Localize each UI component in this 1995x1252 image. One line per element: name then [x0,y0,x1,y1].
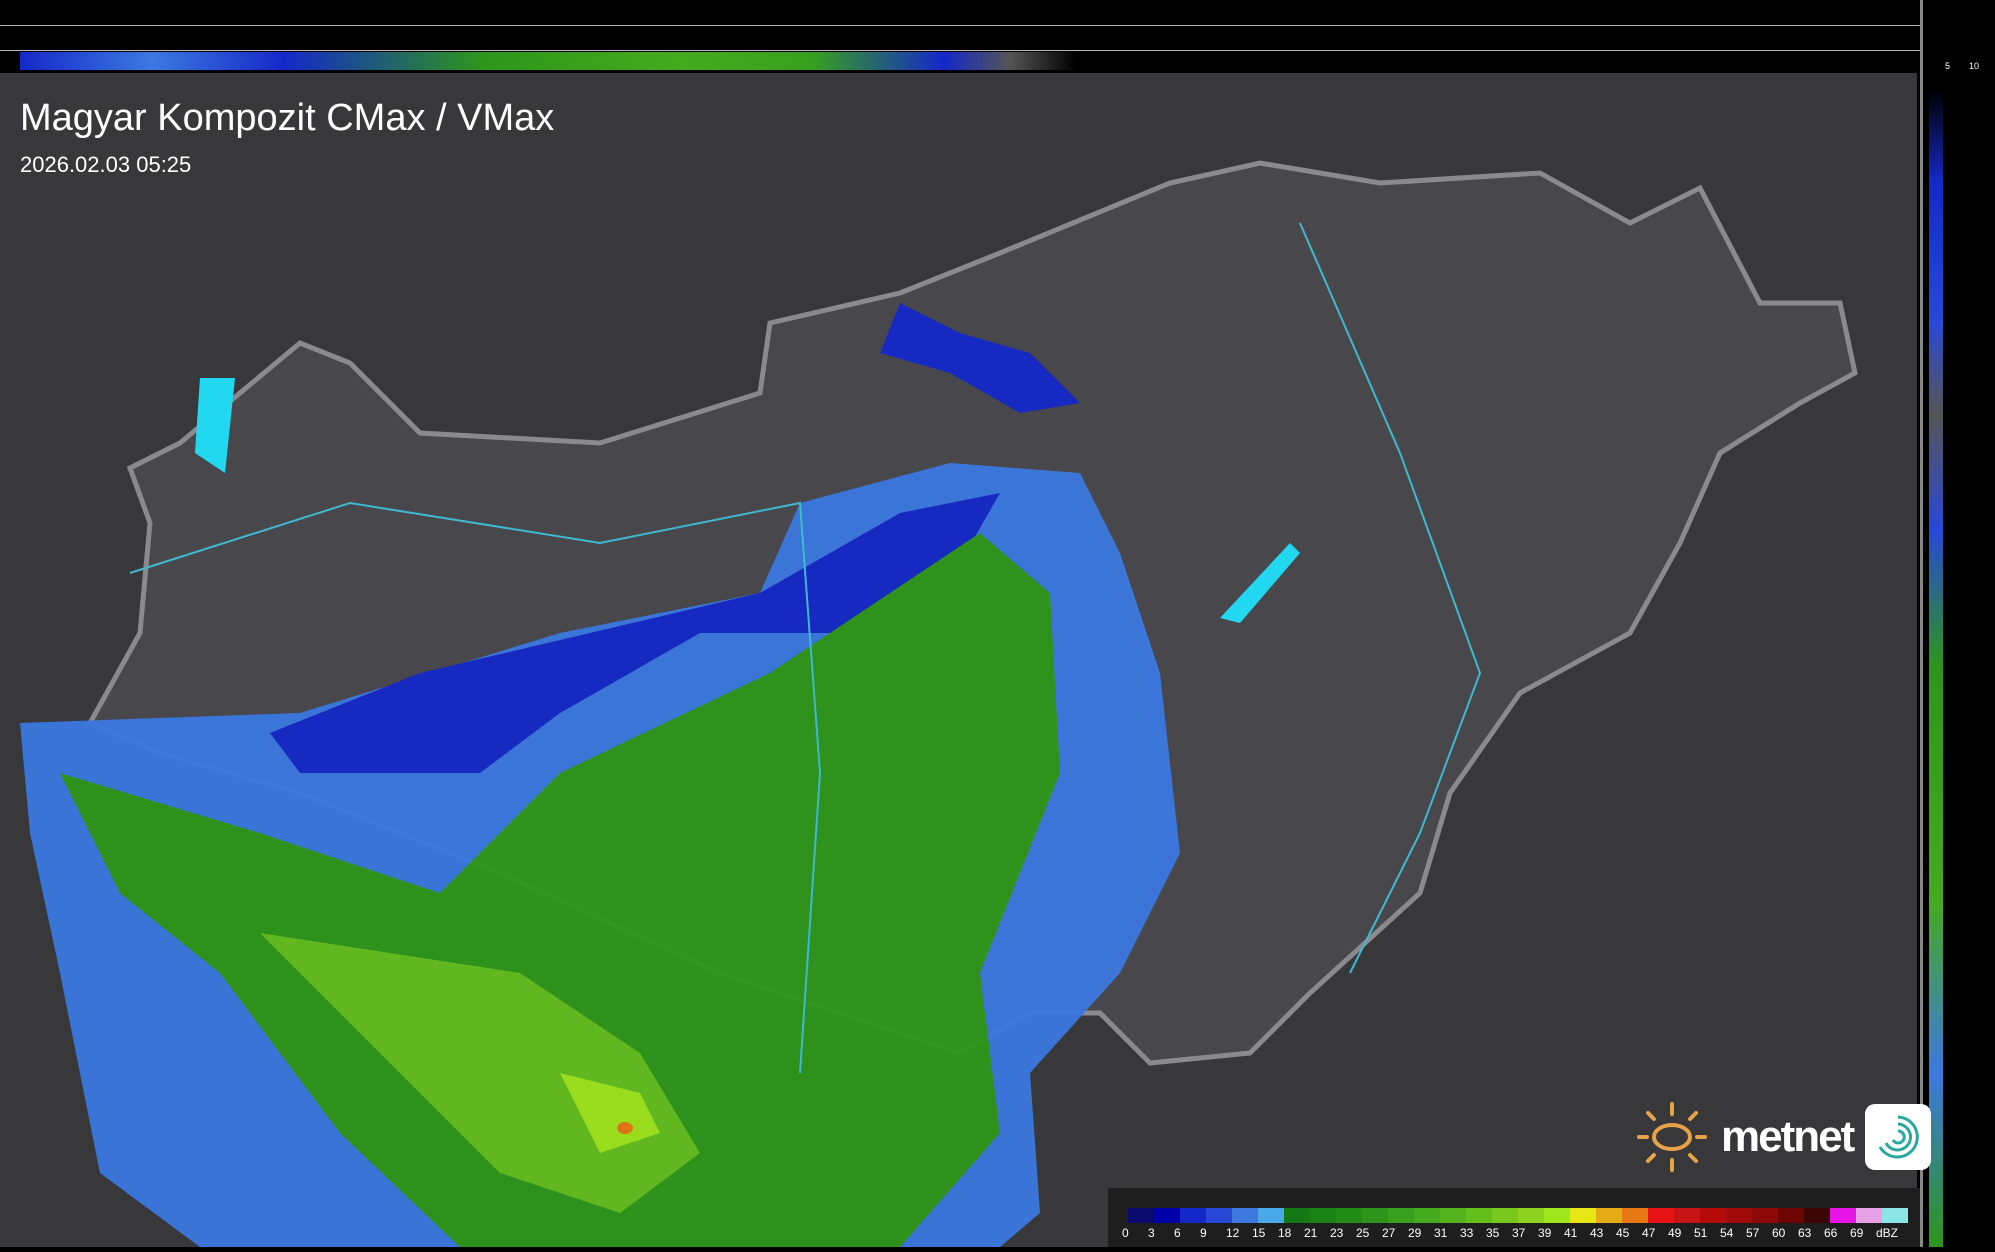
map-title: Magyar Kompozit CMax / VMax [20,97,555,139]
legend-swatch [1752,1208,1778,1223]
legend-label: 29 [1408,1226,1422,1240]
legend-label: 23 [1330,1226,1344,1240]
legend-label: 9 [1200,1226,1207,1240]
legend-swatch [1284,1208,1310,1223]
right-profile-data [1929,90,1943,1247]
precip-dark-blue [270,493,1000,773]
legend-swatch [1336,1208,1362,1223]
legend-swatch [1180,1208,1206,1223]
sun-icon [1637,1102,1707,1172]
legend-swatch [1570,1208,1596,1223]
legend-swatch [1674,1208,1700,1223]
map-svg [0,73,1917,1247]
legend-swatch [1414,1208,1440,1223]
legend-swatch [1440,1208,1466,1223]
legend-swatch [1856,1208,1882,1223]
precip-core [617,1122,633,1134]
tick-label: 5 [1945,61,1951,71]
legend-labels: 0 3 6 9 12 15 18 21 23 25 27 29 31 33 35 37 39 41 43 45 47 49… [1122,1226,1902,1240]
lake-neusiedl [195,378,235,473]
legend-swatch [1128,1208,1154,1223]
legend-label: 6 [1174,1226,1181,1240]
legend-color-bar [1128,1208,1908,1223]
legend-swatch [1518,1208,1544,1223]
legend-label: 3 [1148,1226,1155,1240]
legend-label: 0 [1122,1226,1129,1240]
rivers [129,222,1482,1074]
legend-label: 31 [1434,1226,1448,1240]
brand-name: metnet [1721,1112,1855,1161]
legend-label: 12 [1226,1226,1240,1240]
legend-swatch [1362,1208,1388,1223]
legend-label: 33 [1460,1226,1474,1240]
metnet-logo: metnet [1635,1100,1932,1174]
legend-swatch [1622,1208,1648,1223]
legend-swatch [1882,1208,1908,1223]
legend-label: 63 [1798,1226,1812,1240]
legend-swatch [1596,1208,1622,1223]
legend-swatch [1154,1208,1180,1223]
legend-swatch [1492,1208,1518,1223]
legend-swatch [1726,1208,1752,1223]
precip-north-blue [880,303,1080,413]
dbz-color-legend: 0 3 6 9 12 15 18 21 23 25 27 29 31 33 35 37 39 41 43 45 47 49… [1108,1188,1920,1247]
legend-label: 57 [1746,1226,1760,1240]
legend-label: 66 [1824,1226,1838,1240]
legend-label: 41 [1564,1226,1578,1240]
legend-swatch [1466,1208,1492,1223]
radar-map[interactable] [0,73,1917,1247]
lake-balaton [1220,543,1300,623]
precip-light-green [260,933,700,1213]
legend-swatch [1804,1208,1830,1223]
legend-label: 43 [1590,1226,1604,1240]
swirl-app-icon [1865,1104,1932,1170]
legend-label: 49 [1668,1226,1682,1240]
legend-label: 37 [1512,1226,1526,1240]
river-danube [129,501,822,1074]
legend-swatch [1388,1208,1414,1223]
map-timestamp: 2026.02.03 05:25 [20,152,192,177]
legend-label: 45 [1616,1226,1630,1240]
legend-swatch [1232,1208,1258,1223]
legend-label: 25 [1356,1226,1370,1240]
tick-label: 10 [1969,61,1980,71]
top-profile-data [20,52,1340,70]
legend-label: 60 [1772,1226,1786,1240]
precipitation [20,303,1180,1247]
legend-swatch [1778,1208,1804,1223]
legend-swatch [1544,1208,1570,1223]
legend-label: 15 [1252,1226,1266,1240]
top-profile-strip: 10 5 [0,0,1934,73]
legend-label: 69 [1850,1226,1864,1240]
legend-label: 21 [1304,1226,1318,1240]
grid-line [0,50,1920,51]
legend-label: 47 [1642,1226,1656,1240]
legend-label: dBZ [1876,1226,1899,1240]
lakes [195,378,1300,623]
legend-swatch [1258,1208,1284,1223]
legend-swatch [1310,1208,1336,1223]
legend-swatch [1830,1208,1856,1223]
legend-swatch [1648,1208,1674,1223]
precip-yellow [560,1073,660,1153]
legend-label: 35 [1486,1226,1500,1240]
legend-swatch [1206,1208,1232,1223]
legend-swatch [1700,1208,1726,1223]
right-profile-strip: 5 10 [1920,0,1995,1247]
grid-line [0,25,1920,26]
legend-label: 54 [1720,1226,1734,1240]
precip-green [60,533,1060,1247]
legend-label: 39 [1538,1226,1552,1240]
legend-label: 27 [1382,1226,1396,1240]
river-tisza [1299,222,1482,974]
legend-label: 18 [1278,1226,1292,1240]
legend-label: 51 [1694,1226,1708,1240]
